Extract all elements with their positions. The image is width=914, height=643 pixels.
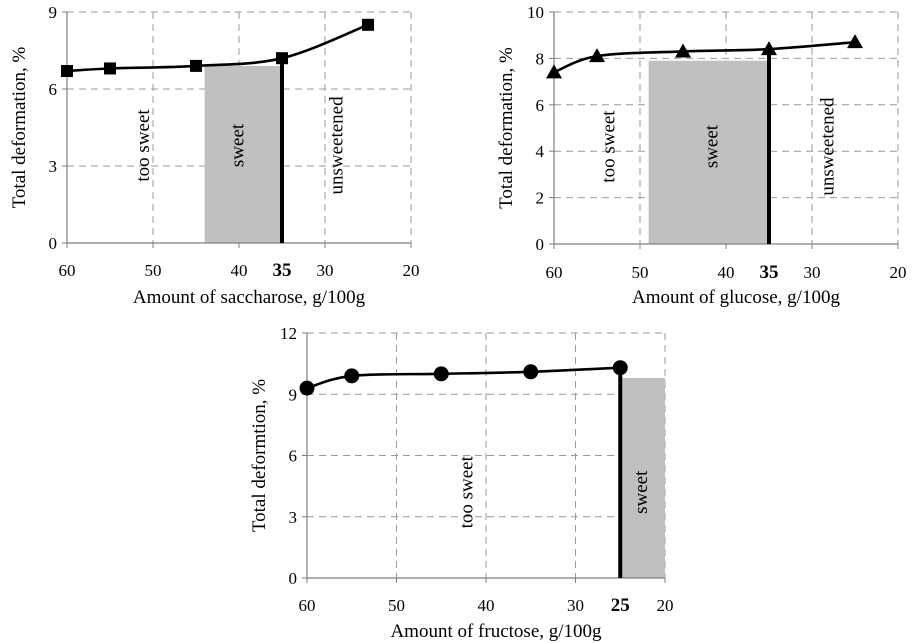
x-tick-label: 60 xyxy=(59,261,76,280)
region-label: unsweetened xyxy=(818,97,839,196)
data-point-circle xyxy=(523,364,539,380)
x-tick-label: 50 xyxy=(632,263,649,282)
data-point-square xyxy=(362,18,374,31)
x-tick-label: 20 xyxy=(403,261,420,280)
x-tick-label: 40 xyxy=(231,261,248,280)
sweet-region-shading xyxy=(620,377,665,578)
x-tick-label: 20 xyxy=(890,263,907,282)
threshold-label: 35 xyxy=(760,262,779,283)
x-axis-title: Amount of glucose, g/100g xyxy=(632,287,840,308)
x-axis-title: Amount of saccharose, g/100g xyxy=(133,287,366,308)
threshold-label: 25 xyxy=(611,595,630,616)
x-tick-label: 30 xyxy=(317,261,334,280)
threshold-label: 35 xyxy=(273,260,292,281)
y-tick-label: 6 xyxy=(49,80,58,99)
chart-saccharose: 0 3 6 9 60 50 40 30 20 35 too sweet sweet unsweetene… xyxy=(9,3,420,308)
x-tick-label: 40 xyxy=(478,596,495,615)
data-point-circle xyxy=(299,380,315,396)
y-axis-title: Total deformtion, % xyxy=(249,379,270,532)
region-label: too sweet xyxy=(456,455,477,528)
x-tick-label: 30 xyxy=(567,596,584,615)
y-tick-label: 3 xyxy=(49,157,58,176)
y-tick-label: 8 xyxy=(536,49,545,68)
x-tick-label: 20 xyxy=(657,596,674,615)
data-point-square xyxy=(276,52,288,65)
y-tick-label: 0 xyxy=(49,234,58,253)
region-label: sweet xyxy=(227,123,248,167)
y-tick-label: 9 xyxy=(289,385,298,404)
data-point-square xyxy=(61,65,73,78)
x-tick-label: 50 xyxy=(388,596,405,615)
data-point-triangle xyxy=(589,48,605,63)
x-tick-label: 40 xyxy=(718,263,735,282)
data-point-triangle xyxy=(847,34,863,49)
data-point-square xyxy=(104,62,116,75)
x-tick-label: 30 xyxy=(804,263,821,282)
y-axis-title: Total deformation, % xyxy=(9,46,30,208)
y-tick-label: 10 xyxy=(527,3,544,22)
data-point-square xyxy=(190,59,202,72)
y-tick-label: 3 xyxy=(289,508,298,527)
x-axis-title: Amount of fructose, g/100g xyxy=(390,621,602,642)
x-tick-label: 60 xyxy=(546,263,563,282)
sweet-region-shading xyxy=(648,60,769,244)
y-tick-label: 12 xyxy=(280,324,297,343)
data-point-triangle xyxy=(546,64,562,79)
region-label: sweet xyxy=(631,470,652,514)
y-tick-label: 0 xyxy=(536,235,545,254)
region-label: sweet xyxy=(701,124,722,168)
y-axis-title: Total deformation, % xyxy=(496,47,517,209)
data-point-circle xyxy=(433,366,449,382)
y-tick-label: 2 xyxy=(536,189,545,208)
data-point-triangle xyxy=(761,41,777,56)
region-label: unsweetened xyxy=(326,96,347,195)
y-tick-label: 6 xyxy=(289,447,298,466)
data-point-triangle xyxy=(675,43,691,58)
x-tick-label: 50 xyxy=(145,261,162,280)
sweet-region-shading xyxy=(204,65,282,244)
region-label: too sweet xyxy=(598,110,619,183)
y-tick-label: 6 xyxy=(536,96,545,115)
region-label: too sweet xyxy=(133,109,154,182)
chart-fructose: 0 3 6 9 12 60 50 40 30 20 25 too sweet sweet Amount o… xyxy=(249,324,674,642)
y-tick-label: 0 xyxy=(289,569,298,588)
data-point-circle xyxy=(344,368,360,384)
chart-glucose: 0 2 4 6 8 10 60 50 40 30 20 35 too sweet sweet unsweet… xyxy=(496,3,907,308)
y-tick-label: 9 xyxy=(49,3,58,22)
y-tick-label: 4 xyxy=(536,142,545,161)
data-point-circle xyxy=(612,360,628,376)
x-tick-label: 60 xyxy=(299,596,316,615)
